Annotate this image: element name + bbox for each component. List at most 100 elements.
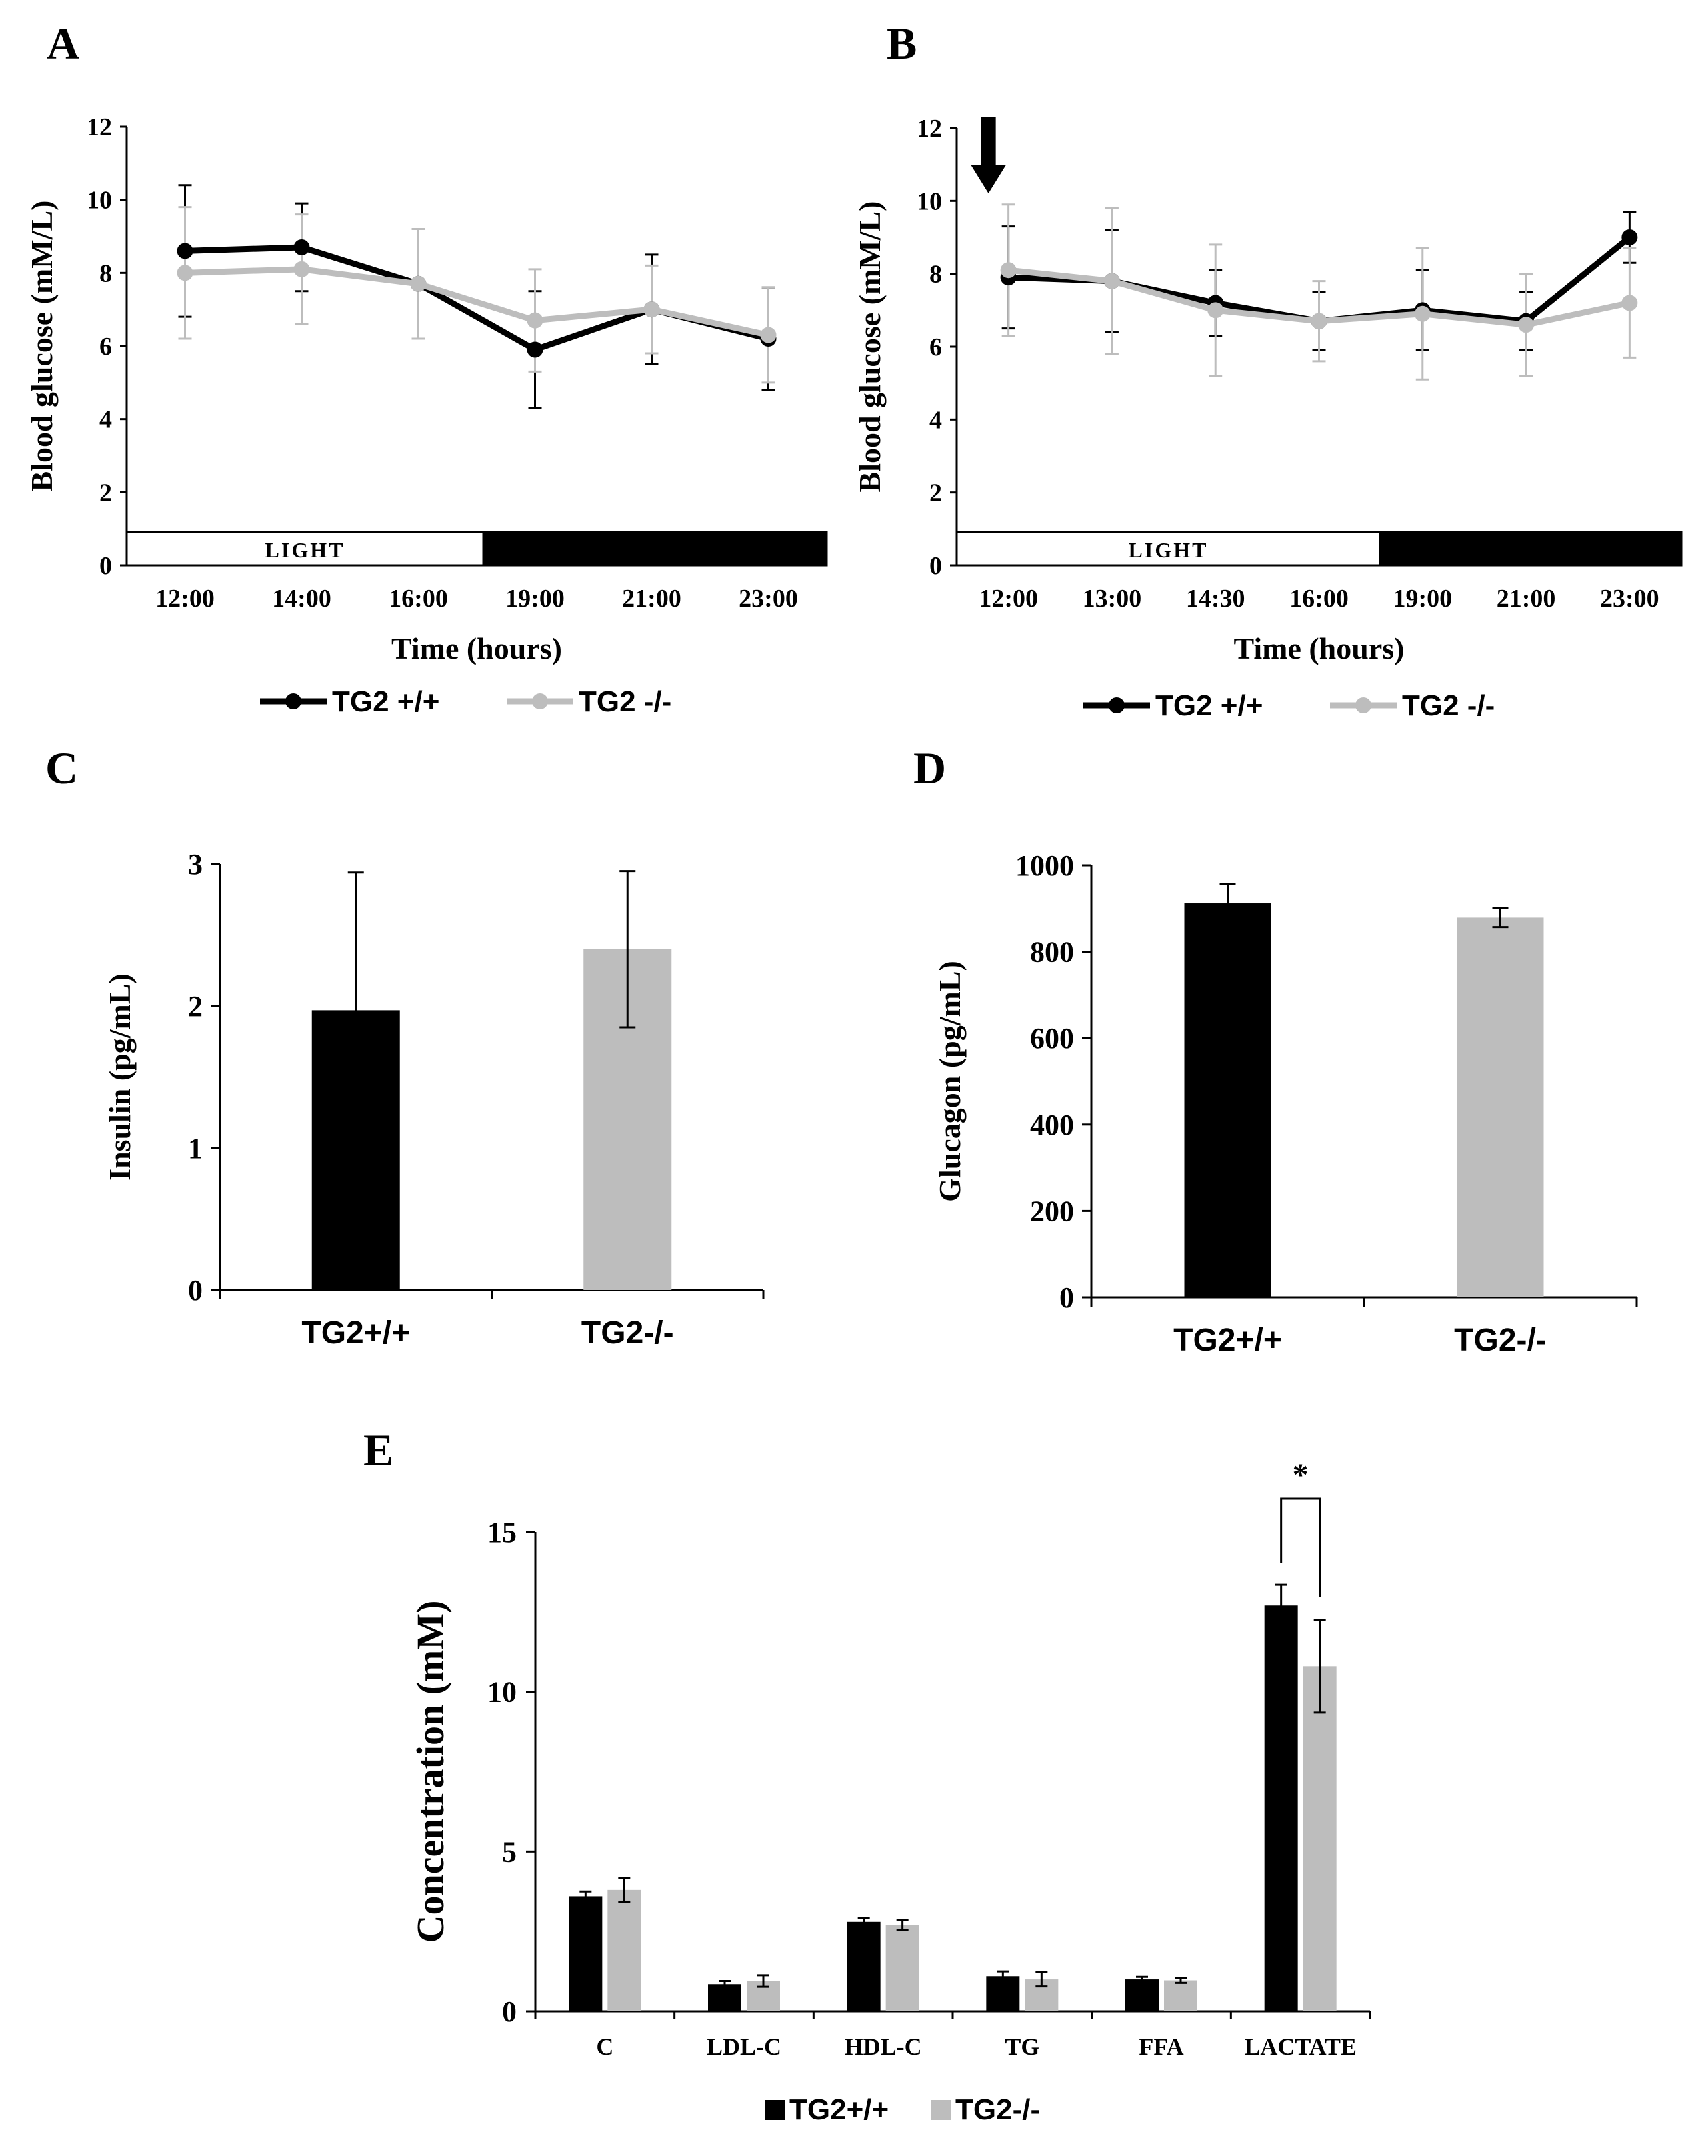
x-tick-label: 16:00 bbox=[389, 585, 448, 613]
y-tick-label: 0 bbox=[502, 1995, 517, 2028]
panel-e-grouped-bar-chart: 0 5 10 15 Concentration (mM) C LDL-C HDL-C TG FFA… bbox=[409, 1457, 1371, 2126]
y-tick-label: 2 bbox=[188, 990, 203, 1023]
legend-marker-ko bbox=[532, 693, 548, 709]
y-axis-title: Blood glucose (mM/L) bbox=[853, 201, 887, 493]
y-tick-label: 10 bbox=[87, 187, 112, 215]
data-point-ko bbox=[1000, 262, 1017, 279]
x-tick-label: 19:00 bbox=[1393, 585, 1452, 613]
x-tick-label: 12:00 bbox=[155, 585, 215, 613]
dark-period-band bbox=[1379, 531, 1683, 567]
data-point-ko bbox=[1414, 305, 1431, 322]
bar-ko bbox=[607, 1889, 641, 2011]
data-point-ko bbox=[1518, 317, 1535, 333]
x-axis-title: Time (hours) bbox=[1234, 631, 1405, 665]
legend-label-wt: TG2+/+ bbox=[789, 2093, 889, 2126]
y-tick-label: 600 bbox=[1030, 1022, 1074, 1055]
x-category-label: LDL-C bbox=[707, 2033, 781, 2060]
y-tick-label: 0 bbox=[929, 552, 942, 580]
bar-ko bbox=[885, 1925, 919, 2011]
light-band-label: LIGHT bbox=[265, 538, 345, 562]
y-tick-label: 200 bbox=[1030, 1195, 1074, 1227]
light-band-label: LIGHT bbox=[1129, 538, 1209, 562]
bar-wt bbox=[708, 1984, 741, 2011]
data-point-ko bbox=[1207, 302, 1224, 319]
x-tick-label: 16:00 bbox=[1289, 585, 1349, 613]
x-tick-label: 14:00 bbox=[272, 585, 331, 613]
data-point-ko bbox=[293, 261, 310, 277]
x-category-label: LACTATE bbox=[1244, 2033, 1357, 2060]
y-tick-label: 4 bbox=[929, 406, 942, 434]
y-tick-label: 1000 bbox=[1015, 849, 1074, 882]
x-tick-label: 12:00 bbox=[979, 585, 1038, 613]
data-point-ko bbox=[643, 301, 660, 318]
bar-wt bbox=[569, 1896, 603, 2011]
legend-label-ko: TG2 -/- bbox=[579, 685, 671, 718]
y-tick-label: 10 bbox=[917, 187, 942, 215]
data-point-ko bbox=[1311, 313, 1327, 329]
y-axis-title: Concentration (mM) bbox=[409, 1601, 452, 1943]
y-tick-label: 1 bbox=[188, 1132, 203, 1165]
x-category-label: C bbox=[596, 2033, 613, 2060]
x-tick-label: 21:00 bbox=[1497, 585, 1556, 613]
bar-wt bbox=[1125, 1979, 1159, 2011]
y-tick-label: 5 bbox=[502, 1835, 517, 1868]
arrow-shaft bbox=[981, 117, 996, 167]
data-point-wt bbox=[177, 243, 193, 259]
arrow-head-icon bbox=[971, 165, 1006, 193]
bar-ko bbox=[1303, 1666, 1337, 2011]
bar-wt bbox=[847, 1921, 881, 2011]
y-tick-label: 3 bbox=[188, 848, 203, 881]
panel-letter-b: B bbox=[887, 18, 917, 69]
y-tick-label: 0 bbox=[99, 552, 112, 580]
y-tick-label: 15 bbox=[487, 1516, 517, 1549]
y-tick-label: 12 bbox=[917, 115, 942, 143]
legend-swatch-wt bbox=[765, 2100, 785, 2120]
y-tick-label: 400 bbox=[1030, 1109, 1074, 1141]
x-category-label: TG2-/- bbox=[1454, 1323, 1547, 1358]
panel-a-line-chart: 0 2 4 6 8 10 12 Blood glucose (mM/L) LIGHT DARK 12… bbox=[25, 113, 828, 718]
panel-c-bar-chart: 0 1 2 3 Insulin (pg/mL) TG2+/+ TG2-/- bbox=[103, 848, 765, 1351]
y-tick-label: 6 bbox=[929, 333, 942, 361]
y-tick-label: 800 bbox=[1030, 936, 1074, 969]
y-tick-label: 10 bbox=[487, 1676, 517, 1709]
data-point-ko bbox=[1103, 273, 1120, 289]
data-point-ko bbox=[177, 265, 193, 281]
panel-b-line-chart: 0 2 4 6 8 10 12 Blood glucose (mM/L) LIGHT DARK 12… bbox=[853, 115, 1683, 722]
y-axis-title: Glucagon (pg/mL) bbox=[933, 961, 967, 1202]
data-point-ko bbox=[1621, 295, 1638, 311]
significance-star: * bbox=[1293, 1457, 1309, 1493]
x-tick-label: 14:30 bbox=[1186, 585, 1245, 613]
data-point-ko bbox=[410, 275, 427, 292]
series-line-wt bbox=[185, 244, 769, 353]
x-category-label: TG2+/+ bbox=[301, 1315, 410, 1351]
legend-label-wt: TG2 +/+ bbox=[332, 685, 439, 718]
y-tick-label: 2 bbox=[929, 479, 942, 507]
legend-swatch-ko bbox=[931, 2100, 951, 2120]
panel-letter-a: A bbox=[47, 18, 79, 69]
y-tick-label: 8 bbox=[99, 259, 112, 287]
panel-letter-c: C bbox=[45, 743, 78, 793]
y-tick-label: 0 bbox=[1059, 1281, 1074, 1314]
x-category-label: HDL-C bbox=[845, 2033, 922, 2060]
x-category-label: TG bbox=[1005, 2033, 1039, 2060]
panel-letter-d: D bbox=[913, 743, 946, 793]
y-tick-label: 12 bbox=[87, 113, 112, 141]
y-axis-title: Insulin (pg/mL) bbox=[103, 973, 137, 1181]
bar-wt bbox=[986, 1976, 1020, 2011]
legend-marker-wt bbox=[1109, 697, 1125, 713]
y-tick-label: 4 bbox=[99, 406, 112, 434]
bar-wt bbox=[1184, 903, 1271, 1297]
data-point-wt bbox=[1621, 229, 1638, 245]
data-point-wt bbox=[293, 239, 310, 255]
significance-bracket bbox=[1280, 1497, 1321, 1597]
y-axis-title: Blood glucose (mM/L) bbox=[25, 201, 59, 492]
panel-d-bar-chart: 0 200 400 600 800 1000 Glucagon (pg/mL) TG2+/+ T… bbox=[933, 849, 1638, 1358]
x-category-label: FFA bbox=[1139, 2033, 1183, 2060]
x-axis-title: Time (hours) bbox=[391, 631, 562, 665]
x-tick-label: 23:00 bbox=[739, 585, 798, 613]
legend-label-wt: TG2 +/+ bbox=[1155, 689, 1263, 722]
y-tick-label: 0 bbox=[188, 1274, 203, 1307]
bar-wt bbox=[1264, 1605, 1298, 2011]
y-tick-label: 8 bbox=[929, 261, 942, 289]
x-category-label: TG2+/+ bbox=[1173, 1323, 1282, 1358]
